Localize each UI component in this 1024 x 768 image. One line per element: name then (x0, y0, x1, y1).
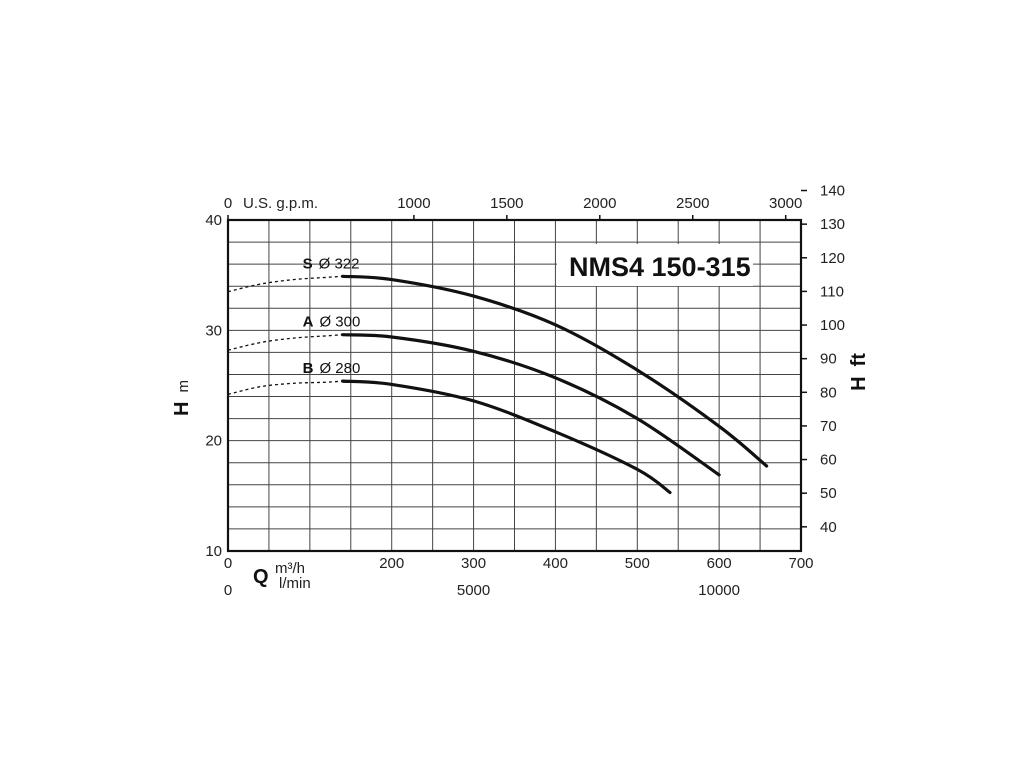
y-left-tick-label: 40 (205, 212, 222, 229)
curve-a-letter: A (303, 314, 314, 331)
y-right-tick-label: 80 (820, 384, 837, 401)
y-left-tick-label: 20 (205, 433, 222, 450)
x-primary-tick-label: 600 (707, 555, 732, 572)
y-right-tick-label: 50 (820, 485, 837, 502)
y-right-tick-label: 70 (820, 418, 837, 435)
curve-a (341, 333, 721, 477)
y-right-tick-label: 140 (820, 183, 845, 200)
y-right-tick-label: 90 (820, 351, 837, 368)
y-left-unit: m (175, 380, 192, 393)
y-right-tick-label: 40 (820, 519, 837, 536)
y-right-tick-label: 100 (820, 317, 845, 334)
x-top-tick-label: 2000 (583, 195, 616, 212)
x-secondary-unit: l/min (279, 575, 311, 592)
x-primary-tick-label: 500 (625, 555, 650, 572)
x-top-tick-label: 2500 (676, 195, 709, 212)
y-right-tick-label: 60 (820, 452, 837, 469)
y-right-tick-label: 110 (820, 283, 844, 300)
x-axis-symbol: Q (253, 566, 269, 588)
x-primary-tick-label: 300 (461, 555, 486, 572)
y-left-tick-label: 10 (205, 543, 222, 560)
x-primary-tick-label: 700 (788, 555, 813, 572)
model-title: NMS4 150-315 (569, 252, 751, 282)
x-primary-tick-label: 200 (379, 555, 404, 572)
plot-frame (226, 218, 803, 553)
x-secondary-tick-label: 5000 (457, 582, 490, 599)
svg-text:H ft: H ft (848, 353, 870, 391)
curve-s-diameter: Ø 322 (319, 255, 360, 272)
x-primary-unit: m³/h (275, 560, 305, 577)
curve-b-letter: B (303, 360, 314, 377)
curve-b-diameter: Ø 280 (319, 360, 360, 377)
x-top-tick-label: 1000 (397, 195, 430, 212)
y-left-tick-label: 30 (205, 322, 222, 339)
x-primary-tick-label: 0 (224, 555, 232, 572)
curve-b-extension (227, 380, 343, 395)
curve-a-extension (227, 334, 343, 351)
x-top-tick-label: 3000 (769, 195, 802, 212)
y-right-symbol: H (848, 376, 870, 390)
curve-a-diameter: Ø 300 (319, 314, 360, 331)
curve-s-letter: S (303, 255, 313, 272)
x-secondary-tick-label: 0 (224, 582, 232, 599)
x-top-tick-label: 1500 (490, 195, 523, 212)
y-right-title: H ft (848, 353, 870, 391)
x-top-tick-label: 0 (224, 195, 232, 212)
y-left-title: H m (171, 380, 193, 416)
x-secondary-tick-label: 10000 (698, 582, 740, 599)
svg-text:H m: H m (171, 380, 193, 416)
tick-labels: 10 20 30 40 40 50 60 70 80 90 100 110 120 130 140 0 200 3… (205, 183, 845, 599)
curve-b (341, 379, 672, 495)
y-left-symbol: H (171, 402, 193, 416)
curve-s-extension (227, 275, 343, 293)
curve-b-label: B Ø 280 (303, 360, 361, 377)
y-right-unit: ft (848, 353, 870, 367)
performance-curves: S Ø 322 A Ø 300 B Ø 280 (227, 255, 769, 495)
y-right-tick-label: 130 (820, 216, 845, 233)
curve-s (341, 274, 769, 468)
model-title-box (557, 244, 753, 286)
curve-a-label: A Ø 300 (303, 314, 361, 331)
curve-s-label: S Ø 322 (303, 255, 360, 272)
x-primary-tick-label: 400 (543, 555, 568, 572)
y-right-tick-label: 120 (820, 250, 845, 267)
x-top-unit: U.S. g.p.m. (243, 195, 318, 212)
